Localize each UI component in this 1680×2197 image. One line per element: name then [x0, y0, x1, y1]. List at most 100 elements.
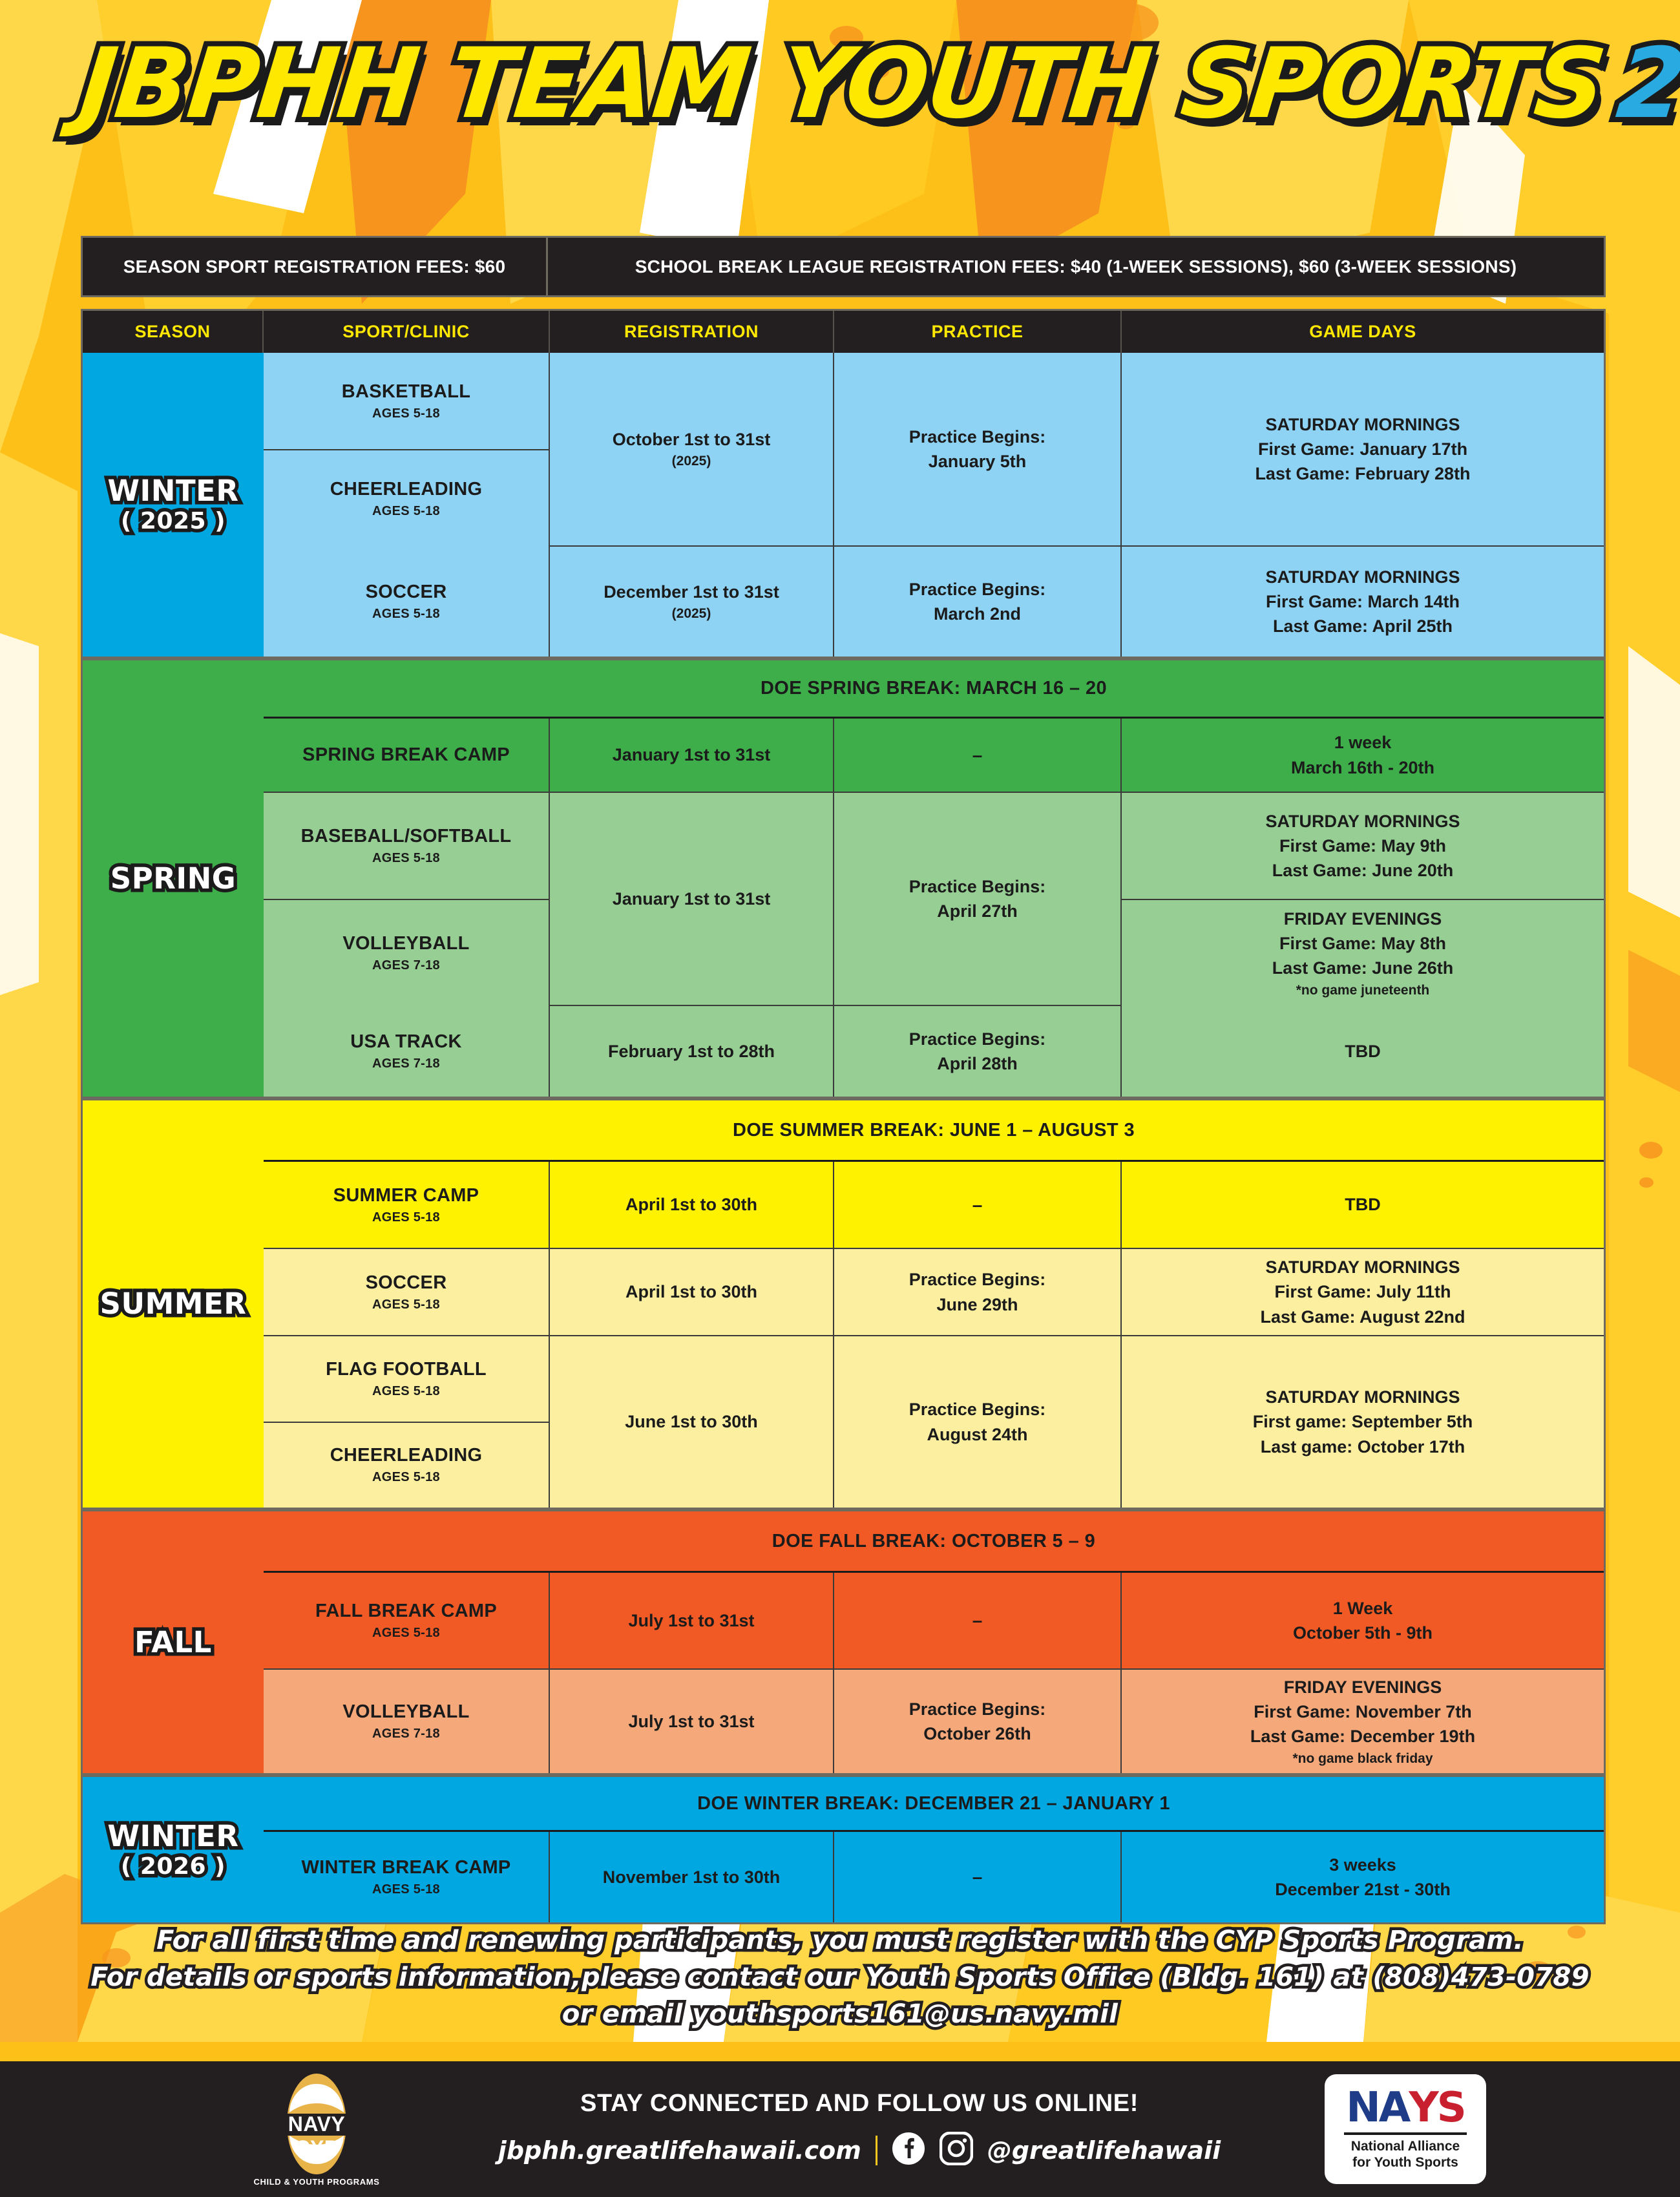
- instagram-icon[interactable]: [939, 2131, 974, 2169]
- registration-line: July 1st to 31st: [628, 1711, 755, 1731]
- nays-rule: [1344, 2132, 1467, 2136]
- registration-line: November 1st to 30th: [602, 1867, 781, 1887]
- season-label-text: SPRING: [107, 858, 239, 899]
- gameday-header: SATURDAY MORNINGS: [1265, 414, 1460, 434]
- gameday-first: First Game: November 7th: [1254, 1701, 1472, 1721]
- gameday-tbd: TBD: [1345, 1195, 1381, 1215]
- season-label-text: WINTER: [104, 471, 242, 512]
- practice-cell: –: [834, 1162, 1122, 1249]
- nays-letter-n: N: [1346, 2084, 1381, 2132]
- season-block-winter-2026: WINTER ( 2026 ) DOE WINTER BREAK: DECEMB…: [83, 1777, 1604, 1922]
- gameday-first: First Game: May 8th: [1279, 933, 1447, 953]
- season-label-text: FALL: [131, 1622, 215, 1663]
- practice-cell: Practice Begins: August 24th: [834, 1336, 1122, 1508]
- season-label-text: WINTER: [104, 1816, 242, 1856]
- doe-break-spring: DOE SPRING BREAK: MARCH 16 – 20: [264, 660, 1604, 719]
- doe-break-summer: DOE SUMMER BREAK: JUNE 1 – AUGUST 3: [264, 1100, 1604, 1162]
- website-link[interactable]: jbphh.greatlifehawaii.com: [498, 2136, 861, 2165]
- gameday-first: First game: September 5th: [1252, 1412, 1473, 1432]
- season-label-spring: SPRING: [83, 660, 264, 1097]
- registration-year: (2025): [671, 454, 711, 469]
- section-divider: [83, 1508, 1604, 1511]
- practice-line: Practice Begins:: [908, 1400, 1046, 1420]
- registration-fees-bar: SEASON SPORT REGISTRATION FEES: $60 SCHO…: [81, 236, 1606, 297]
- gamedays-cell-baseball: SATURDAY MORNINGS First Game: May 9th La…: [1122, 793, 1604, 900]
- season-label-summer: SUMMER: [83, 1100, 264, 1508]
- practice-cell: –: [834, 719, 1122, 793]
- table-row-cheerleading: CHEERLEADING AGES 5-18: [264, 450, 549, 547]
- gameday-header: SATURDAY MORNINGS: [1265, 567, 1460, 587]
- season-block-fall: FALL DOE FALL BREAK: OCTOBER 5 – 9 FALL …: [83, 1511, 1604, 1773]
- gamedays-cell: SATURDAY MORNINGS First Game: March 14th…: [1122, 547, 1604, 657]
- practice-line: Practice Begins:: [908, 579, 1046, 599]
- practice-line: Practice Begins:: [908, 1270, 1046, 1290]
- registration-cell: January 1st to 31st: [550, 793, 834, 1006]
- sport-split-summer: FLAG FOOTBALL AGES 5-18 CHEERLEADING AGE…: [264, 1336, 550, 1508]
- sport-ages: AGES 5-18: [372, 851, 440, 865]
- table-row-winter-break-camp: WINTER BREAK CAMP AGES 5-18: [264, 1832, 550, 1922]
- practice-date: April 27th: [937, 901, 1018, 921]
- facebook-icon[interactable]: [892, 2132, 925, 2169]
- registration-cell: April 1st to 30th: [550, 1162, 834, 1249]
- navy-cyp-mark-icon: NAVY CYP: [265, 2072, 368, 2176]
- gameday-header: SATURDAY MORNINGS: [1265, 1257, 1460, 1277]
- gameday-first: First Game: January 17th: [1257, 439, 1468, 459]
- footer-bar: NAVY CYP CHILD & YOUTH PROGRAMS STAY CON…: [0, 2061, 1680, 2197]
- registration-cell: November 1st to 30th: [550, 1832, 834, 1922]
- gameday-duration: 1 week: [1334, 733, 1392, 753]
- sport-ages: AGES 5-18: [372, 607, 440, 621]
- column-header-sport: SPORT/CLINIC: [264, 311, 550, 353]
- gameday-dates: March 16th - 20th: [1290, 757, 1435, 777]
- nays-letter-s: S: [1436, 2084, 1467, 2132]
- table-row-soccer-winter: SOCCER AGES 5-18: [264, 547, 550, 657]
- registration-line: February 1st to 28th: [607, 1041, 775, 1061]
- season-label-fall: FALL: [83, 1511, 264, 1773]
- registration-line: October 1st to 31st: [612, 429, 771, 449]
- gamedays-cell: TBD: [1122, 1162, 1604, 1249]
- gameday-last: Last Game: August 22nd: [1260, 1307, 1465, 1327]
- gameday-last: Last Game: February 28th: [1255, 464, 1471, 484]
- season-label-text: SUMMER: [96, 1283, 249, 1324]
- practice-date: August 24th: [927, 1424, 1028, 1444]
- registration-line: June 1st to 30th: [625, 1412, 758, 1432]
- gamedays-cell: FRIDAY EVENINGS First Game: November 7th…: [1122, 1670, 1604, 1773]
- practice-cell: –: [834, 1832, 1122, 1922]
- table-row-volleyball-spring: VOLLEYBALL AGES 7-18: [264, 900, 549, 1006]
- registration-cell: January 1st to 31st: [550, 719, 834, 793]
- gameday-last: Last Game: June 20th: [1272, 861, 1454, 881]
- practice-cell: Practice Begins: April 27th: [834, 793, 1122, 1006]
- table-row-fall-break-camp: FALL BREAK CAMP AGES 5-18: [264, 1573, 550, 1670]
- sport-name: SUMMER CAMP: [333, 1184, 479, 1206]
- navy-cyp-logo: NAVY CYP CHILD & YOUTH PROGRAMS: [239, 2072, 394, 2187]
- registration-cell: February 1st to 28th: [550, 1006, 834, 1097]
- nays-tagline: National Alliance for Youth Sports: [1350, 2139, 1460, 2170]
- practice-line: –: [972, 1194, 983, 1215]
- social-handle[interactable]: @greatlifehawaii: [987, 2136, 1221, 2165]
- sport-ages: AGES 5-18: [372, 1470, 440, 1485]
- sport-name: VOLLEYBALL: [342, 1701, 470, 1722]
- sport-ages: AGES 5-18: [372, 503, 440, 518]
- sport-name: VOLLEYBALL: [342, 933, 470, 954]
- sport-ages: AGES 5-18: [372, 1383, 440, 1398]
- practice-line: –: [972, 744, 983, 765]
- sport-ages: AGES 5-18: [372, 1297, 440, 1312]
- table-row-flag-football: FLAG FOOTBALL AGES 5-18: [264, 1336, 549, 1423]
- gameday-note: *no game juneteenth: [1296, 982, 1430, 998]
- title-year-text: 2025-26: [1607, 23, 1680, 145]
- registration-line: January 1st to 31st: [612, 888, 771, 909]
- contact-line-3: or email youthsports161@us.navy.mil: [559, 1996, 1120, 2032]
- table-row-usa-track: USA TRACK AGES 7-18: [264, 1006, 550, 1097]
- registration-cell: July 1st to 31st: [550, 1573, 834, 1670]
- practice-cell: Practice Begins: June 29th: [834, 1249, 1122, 1336]
- column-header-registration: REGISTRATION: [550, 311, 834, 353]
- table-row-volleyball-fall: VOLLEYBALL AGES 7-18: [264, 1670, 550, 1773]
- practice-cell: –: [834, 1573, 1122, 1670]
- doe-break-winter: DOE WINTER BREAK: DECEMBER 21 – JANUARY …: [264, 1777, 1604, 1832]
- sport-name: FLAG FOOTBALL: [326, 1358, 487, 1380]
- registration-cell: December 1st to 31st (2025): [550, 547, 834, 657]
- gameday-duration: 1 Week: [1332, 1598, 1393, 1618]
- doe-break-fall: DOE FALL BREAK: OCTOBER 5 – 9: [264, 1511, 1604, 1573]
- sport-name: SPRING BREAK CAMP: [302, 744, 510, 765]
- practice-cell: Practice Begins: January 5th: [834, 353, 1122, 547]
- gameday-dates: October 5th - 9th: [1292, 1623, 1433, 1643]
